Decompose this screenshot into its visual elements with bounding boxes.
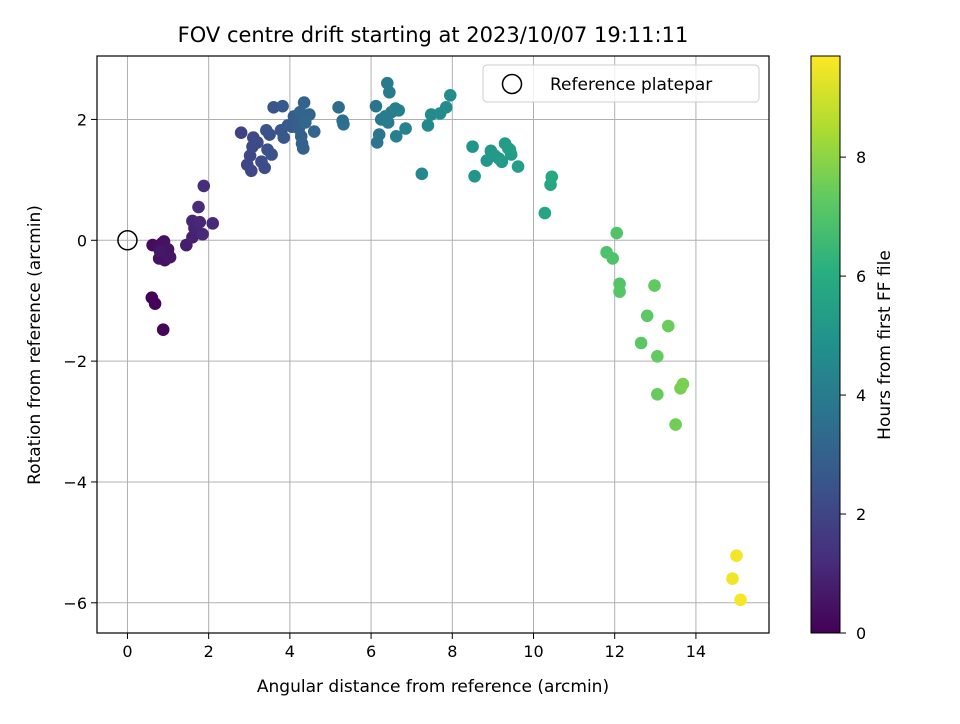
x-tick-label: 4 (285, 642, 295, 661)
data-point (439, 101, 453, 114)
y-axis: −6 −4 −2 0 2 (63, 110, 97, 613)
chart-title: FOV centre drift starting at 2023/10/07 … (178, 23, 689, 47)
data-point (206, 217, 220, 230)
data-point (503, 143, 517, 156)
data-point (648, 279, 661, 292)
data-point (234, 126, 248, 140)
colorbar-tick-label: 6 (856, 267, 866, 286)
x-tick-label: 0 (122, 642, 132, 661)
data-point (251, 136, 264, 149)
x-tick-label: 2 (204, 642, 214, 661)
colorbar-tick-label: 4 (856, 386, 866, 405)
data-point (383, 85, 396, 99)
data-point (511, 160, 525, 173)
data-point (443, 88, 457, 102)
data-point (651, 349, 664, 363)
colorbar-tick-label: 2 (856, 505, 866, 524)
data-point (163, 250, 177, 264)
x-tick-label: 8 (447, 642, 457, 661)
data-point (676, 377, 690, 391)
data-point (260, 124, 273, 137)
y-tick-label: 0 (77, 231, 87, 250)
data-points (145, 76, 747, 607)
colorbar-gradient (810, 55, 841, 634)
y-tick-label: 2 (77, 110, 87, 129)
data-point (197, 179, 211, 193)
data-point (495, 155, 509, 169)
data-point (298, 116, 312, 129)
data-point (258, 161, 271, 175)
data-point (372, 128, 386, 141)
colorbar-tick-label: 8 (856, 148, 866, 167)
data-point (399, 122, 412, 135)
data-point (545, 170, 559, 184)
data-point (156, 323, 170, 336)
x-tick-label: 12 (605, 642, 625, 661)
data-point (193, 215, 207, 229)
data-point (415, 167, 429, 181)
plot-frame (96, 55, 770, 634)
data-point (468, 169, 481, 183)
legend: Reference platepar (482, 64, 760, 103)
data-point (538, 206, 552, 220)
data-point (244, 164, 258, 178)
colorbar-label: Hours from first FF file (875, 250, 895, 440)
data-point (277, 131, 291, 144)
legend-reference-marker (501, 73, 523, 95)
x-tick-label: 14 (686, 642, 706, 661)
data-point (307, 125, 321, 138)
data-point (734, 593, 747, 607)
data-point (153, 244, 167, 258)
reference-marker-layer (117, 230, 138, 251)
y-tick-label: −6 (63, 594, 87, 613)
data-point (466, 140, 479, 153)
data-point (297, 96, 311, 109)
data-point (726, 572, 739, 585)
data-point (148, 297, 162, 311)
data-point (389, 130, 403, 143)
data-point (662, 319, 675, 333)
x-axis-label: Angular distance from reference (arcmin) (257, 677, 609, 697)
x-tick-label: 10 (523, 642, 543, 661)
colorbar-ticks: 0 2 4 6 8 (840, 148, 866, 643)
data-point (421, 119, 435, 132)
y-tick-label: −2 (63, 352, 87, 371)
data-point (296, 142, 310, 155)
data-point (392, 104, 405, 117)
colorbar-tick-label: 0 (856, 624, 866, 643)
data-point (730, 549, 743, 562)
data-point (332, 101, 345, 114)
data-point (651, 388, 664, 401)
data-point (634, 336, 648, 350)
data-point (276, 99, 289, 113)
data-point (369, 99, 383, 113)
y-axis-label: Rotation from reference (arcmin) (25, 205, 45, 485)
data-point (613, 285, 626, 298)
data-point (192, 200, 205, 214)
x-axis: 0 2 4 6 8 10 12 14 (122, 633, 706, 661)
data-point (265, 148, 278, 161)
legend-label: Reference platepar (550, 75, 712, 95)
reference-platepar-marker (117, 230, 138, 251)
colorbar: 0 2 4 6 8 Hours from first FF file (810, 55, 895, 643)
data-point (669, 418, 682, 431)
y-tick-label: −4 (63, 473, 87, 492)
data-point (378, 110, 392, 123)
data-point (606, 252, 619, 265)
x-tick-label: 6 (366, 642, 376, 661)
legend-box (482, 64, 760, 103)
data-point (610, 226, 624, 240)
data-point (196, 227, 209, 241)
data-point (640, 309, 654, 323)
grid-lines (97, 56, 769, 633)
data-point (337, 117, 350, 131)
